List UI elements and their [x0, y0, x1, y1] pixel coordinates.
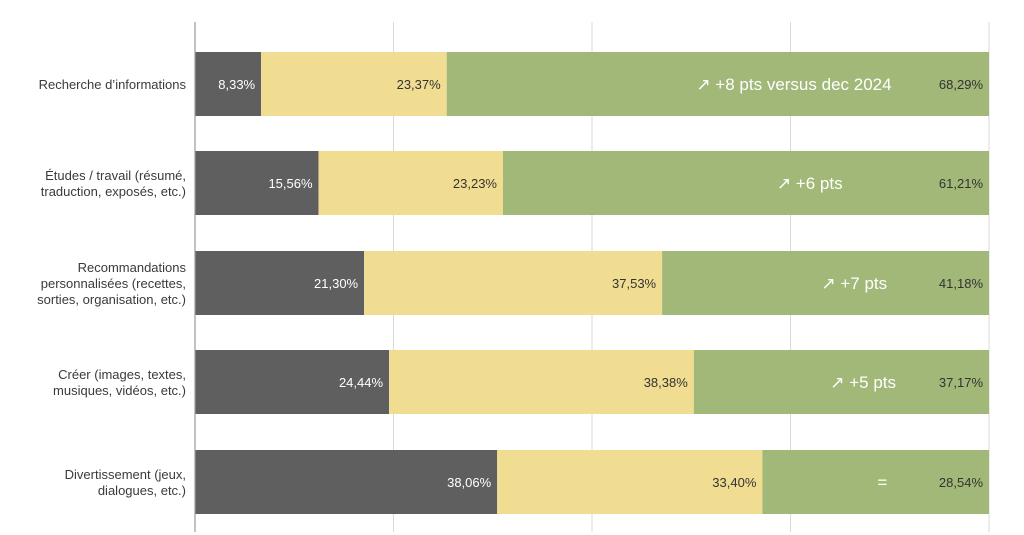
bars	[195, 52, 989, 514]
trend-annotation-4: =	[877, 473, 887, 492]
bar-segment-4-2	[762, 450, 989, 514]
value-label-2-2: 41,18%	[939, 276, 984, 291]
bar-segment-0-1	[261, 52, 447, 116]
value-label-4-1: 33,40%	[712, 475, 757, 490]
bar-segment-4-0	[195, 450, 498, 514]
category-label-3-line-0: Créer (images, textes,	[58, 367, 186, 382]
value-label-0-1: 23,37%	[397, 77, 442, 92]
value-label-3-1: 38,38%	[644, 375, 689, 390]
value-label-3-0: 24,44%	[339, 375, 384, 390]
value-label-4-0: 38,06%	[447, 475, 492, 490]
bar-segment-3-1	[389, 350, 694, 414]
bar-segment-2-1	[364, 251, 663, 315]
value-label-3-2: 37,17%	[939, 375, 984, 390]
bar-segment-1-1	[318, 151, 503, 215]
bar-segment-0-2	[446, 52, 989, 116]
category-label-1-line-1: traduction, exposés, etc.)	[41, 184, 186, 199]
category-label-0-line-0: Recherche d’informations	[39, 77, 187, 92]
value-labels: 8,33% 23,37% 68,29% ↗ +8 pts versus dec 202…	[218, 75, 983, 492]
value-label-4-2: 28,54%	[939, 475, 984, 490]
category-labels: Recherche d’informations Études / travail…	[37, 77, 186, 498]
category-label-4-line-1: dialogues, etc.)	[98, 483, 186, 498]
value-label-0-2: 68,29%	[939, 77, 984, 92]
category-label-2-line-0: Recommandations	[78, 260, 187, 275]
value-label-2-0: 21,30%	[314, 276, 359, 291]
value-label-2-1: 37,53%	[612, 276, 657, 291]
category-label-1-line-0: Études / travail (résumé,	[45, 168, 186, 183]
bar-segment-1-0	[195, 151, 319, 215]
value-label-1-2: 61,21%	[939, 176, 984, 191]
category-label-2-line-1: personnalisées (recettes,	[41, 276, 186, 291]
trend-annotation-1: ↗ +6 pts	[777, 174, 843, 193]
bar-segment-3-0	[195, 350, 390, 414]
category-label-3-line-1: musiques, vidéos, etc.)	[53, 383, 186, 398]
category-label-2-line-2: sorties, organisation, etc.)	[37, 292, 186, 307]
value-label-1-1: 23,23%	[453, 176, 498, 191]
trend-annotation-2: ↗ +7 pts	[821, 274, 887, 293]
value-label-1-0: 15,56%	[268, 176, 313, 191]
bar-segment-0-0	[195, 52, 262, 116]
bar-segment-4-1	[497, 450, 763, 514]
bar-segment-2-0	[195, 251, 365, 315]
trend-annotation-0: ↗ +8 pts versus dec 2024	[696, 75, 891, 94]
trend-annotation-3: ↗ +5 pts	[830, 373, 896, 392]
category-label-4-line-0: Divertissement (jeux,	[65, 467, 186, 482]
value-label-0-0: 8,33%	[218, 77, 255, 92]
bar-segment-3-2	[693, 350, 989, 414]
bar-segment-1-2	[502, 151, 989, 215]
bar-segment-2-2	[662, 251, 989, 315]
